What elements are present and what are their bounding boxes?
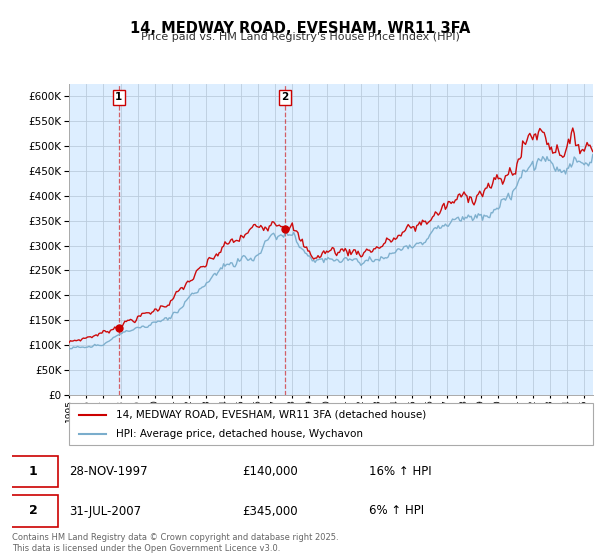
Text: 14, MEDWAY ROAD, EVESHAM, WR11 3FA (detached house): 14, MEDWAY ROAD, EVESHAM, WR11 3FA (deta… [116, 409, 427, 419]
Text: 1: 1 [29, 465, 38, 478]
Text: 28-NOV-1997: 28-NOV-1997 [70, 465, 148, 478]
FancyBboxPatch shape [9, 496, 58, 526]
Text: 31-JUL-2007: 31-JUL-2007 [70, 505, 142, 517]
FancyBboxPatch shape [9, 456, 58, 487]
Text: £345,000: £345,000 [242, 505, 298, 517]
Text: Price paid vs. HM Land Registry's House Price Index (HPI): Price paid vs. HM Land Registry's House … [140, 32, 460, 43]
Text: 14, MEDWAY ROAD, EVESHAM, WR11 3FA: 14, MEDWAY ROAD, EVESHAM, WR11 3FA [130, 21, 470, 36]
Text: 1: 1 [115, 92, 122, 102]
Text: 2: 2 [29, 505, 38, 517]
Text: 16% ↑ HPI: 16% ↑ HPI [369, 465, 432, 478]
FancyBboxPatch shape [69, 403, 593, 445]
Text: HPI: Average price, detached house, Wychavon: HPI: Average price, detached house, Wych… [116, 429, 363, 439]
Text: 6% ↑ HPI: 6% ↑ HPI [369, 505, 424, 517]
Text: 2: 2 [281, 92, 289, 102]
Text: £140,000: £140,000 [242, 465, 298, 478]
Text: Contains HM Land Registry data © Crown copyright and database right 2025.
This d: Contains HM Land Registry data © Crown c… [12, 533, 338, 553]
